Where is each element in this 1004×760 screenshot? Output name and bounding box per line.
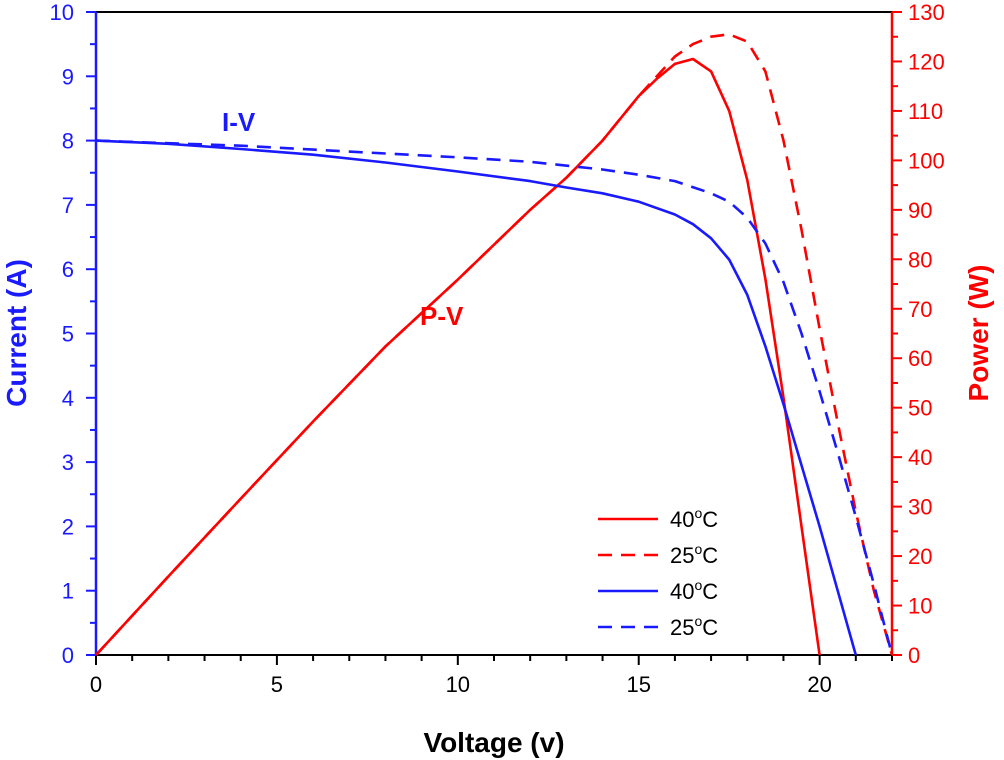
series-power-25c-line [95,32,894,656]
legend-item: 40oC [598,577,718,604]
y-right-tick-label: 10 [908,594,932,619]
legend-label: 40oC [670,505,718,532]
y-right-tick-label: 20 [908,544,932,569]
y-left-tick-label: 8 [62,129,74,154]
y-left-axis-title: Current (A) [1,259,32,407]
legend-label: 25oC [670,541,718,568]
y-left-tick-label: 4 [62,386,74,411]
pv-annotation: P-V [420,301,464,331]
y-left-axis-ticks [86,11,96,656]
legend-label: 40oC [670,577,718,604]
y-right-axis-tick-labels: 0 10 20 30 40 50 60 70 80 90 100 110 120 130 [908,0,945,668]
plot-background [96,12,892,655]
y-left-axis: 0 1 2 3 4 5 6 7 8 9 10 Current (A) [1,0,98,668]
plot-area [96,11,892,655]
y-right-axis-ticks [892,11,902,656]
y-right-axis-title: Power (W) [963,265,994,402]
y-left-tick-label: 9 [62,64,74,89]
y-left-tick-label: 0 [62,643,74,668]
y-left-tick-label: 3 [62,450,74,475]
x-tick-label: 5 [271,672,283,697]
iv-annotation: I-V [222,107,256,137]
y-left-tick-label: 6 [62,257,74,282]
y-right-tick-label: 30 [908,495,932,520]
legend-item: 40oC [598,505,718,532]
y-right-axis: 0 10 20 30 40 50 60 70 80 90 100 110 120 130 Power (W… [890,0,994,668]
x-tick-label: 15 [626,672,650,697]
y-left-axis-tick-labels: 0 1 2 3 4 5 6 7 8 9 10 [50,0,74,668]
x-tick-label: 0 [90,672,102,697]
series-current-40c-line [95,139,858,656]
y-left-tick-label: 10 [50,0,74,25]
legend-item: 25oC [598,541,718,568]
legend: 40oC 25oC 40oC 25oC [598,505,718,640]
y-left-tick-label: 1 [62,579,74,604]
legend-label: 25oC [670,613,718,640]
x-axis-title: Voltage (v) [423,727,564,758]
y-right-tick-label: 70 [908,297,932,322]
y-right-tick-label: 130 [908,0,945,25]
y-left-tick-label: 2 [62,514,74,539]
x-tick-label: 10 [446,672,470,697]
legend-item: 25oC [598,613,718,640]
x-axis-tick-labels: 0 5 10 15 20 [90,672,832,697]
x-axis-ticks [95,655,893,665]
y-left-tick-label: 5 [62,322,74,347]
y-right-tick-label: 90 [908,198,932,223]
x-axis: 0 5 10 15 20 Voltage (v) [90,654,893,758]
series-lines [95,32,894,656]
y-right-tick-label: 60 [908,346,932,371]
y-right-tick-label: 100 [908,148,945,173]
y-right-tick-label: 40 [908,445,932,470]
y-right-tick-label: 110 [908,99,943,124]
series-current-25c-line [95,139,894,656]
y-right-tick-label: 0 [908,643,920,668]
y-right-tick-label: 120 [908,49,945,74]
x-tick-label: 20 [807,672,831,697]
y-right-tick-label: 80 [908,247,932,272]
y-left-tick-label: 7 [62,193,74,218]
y-right-tick-label: 50 [908,396,932,421]
